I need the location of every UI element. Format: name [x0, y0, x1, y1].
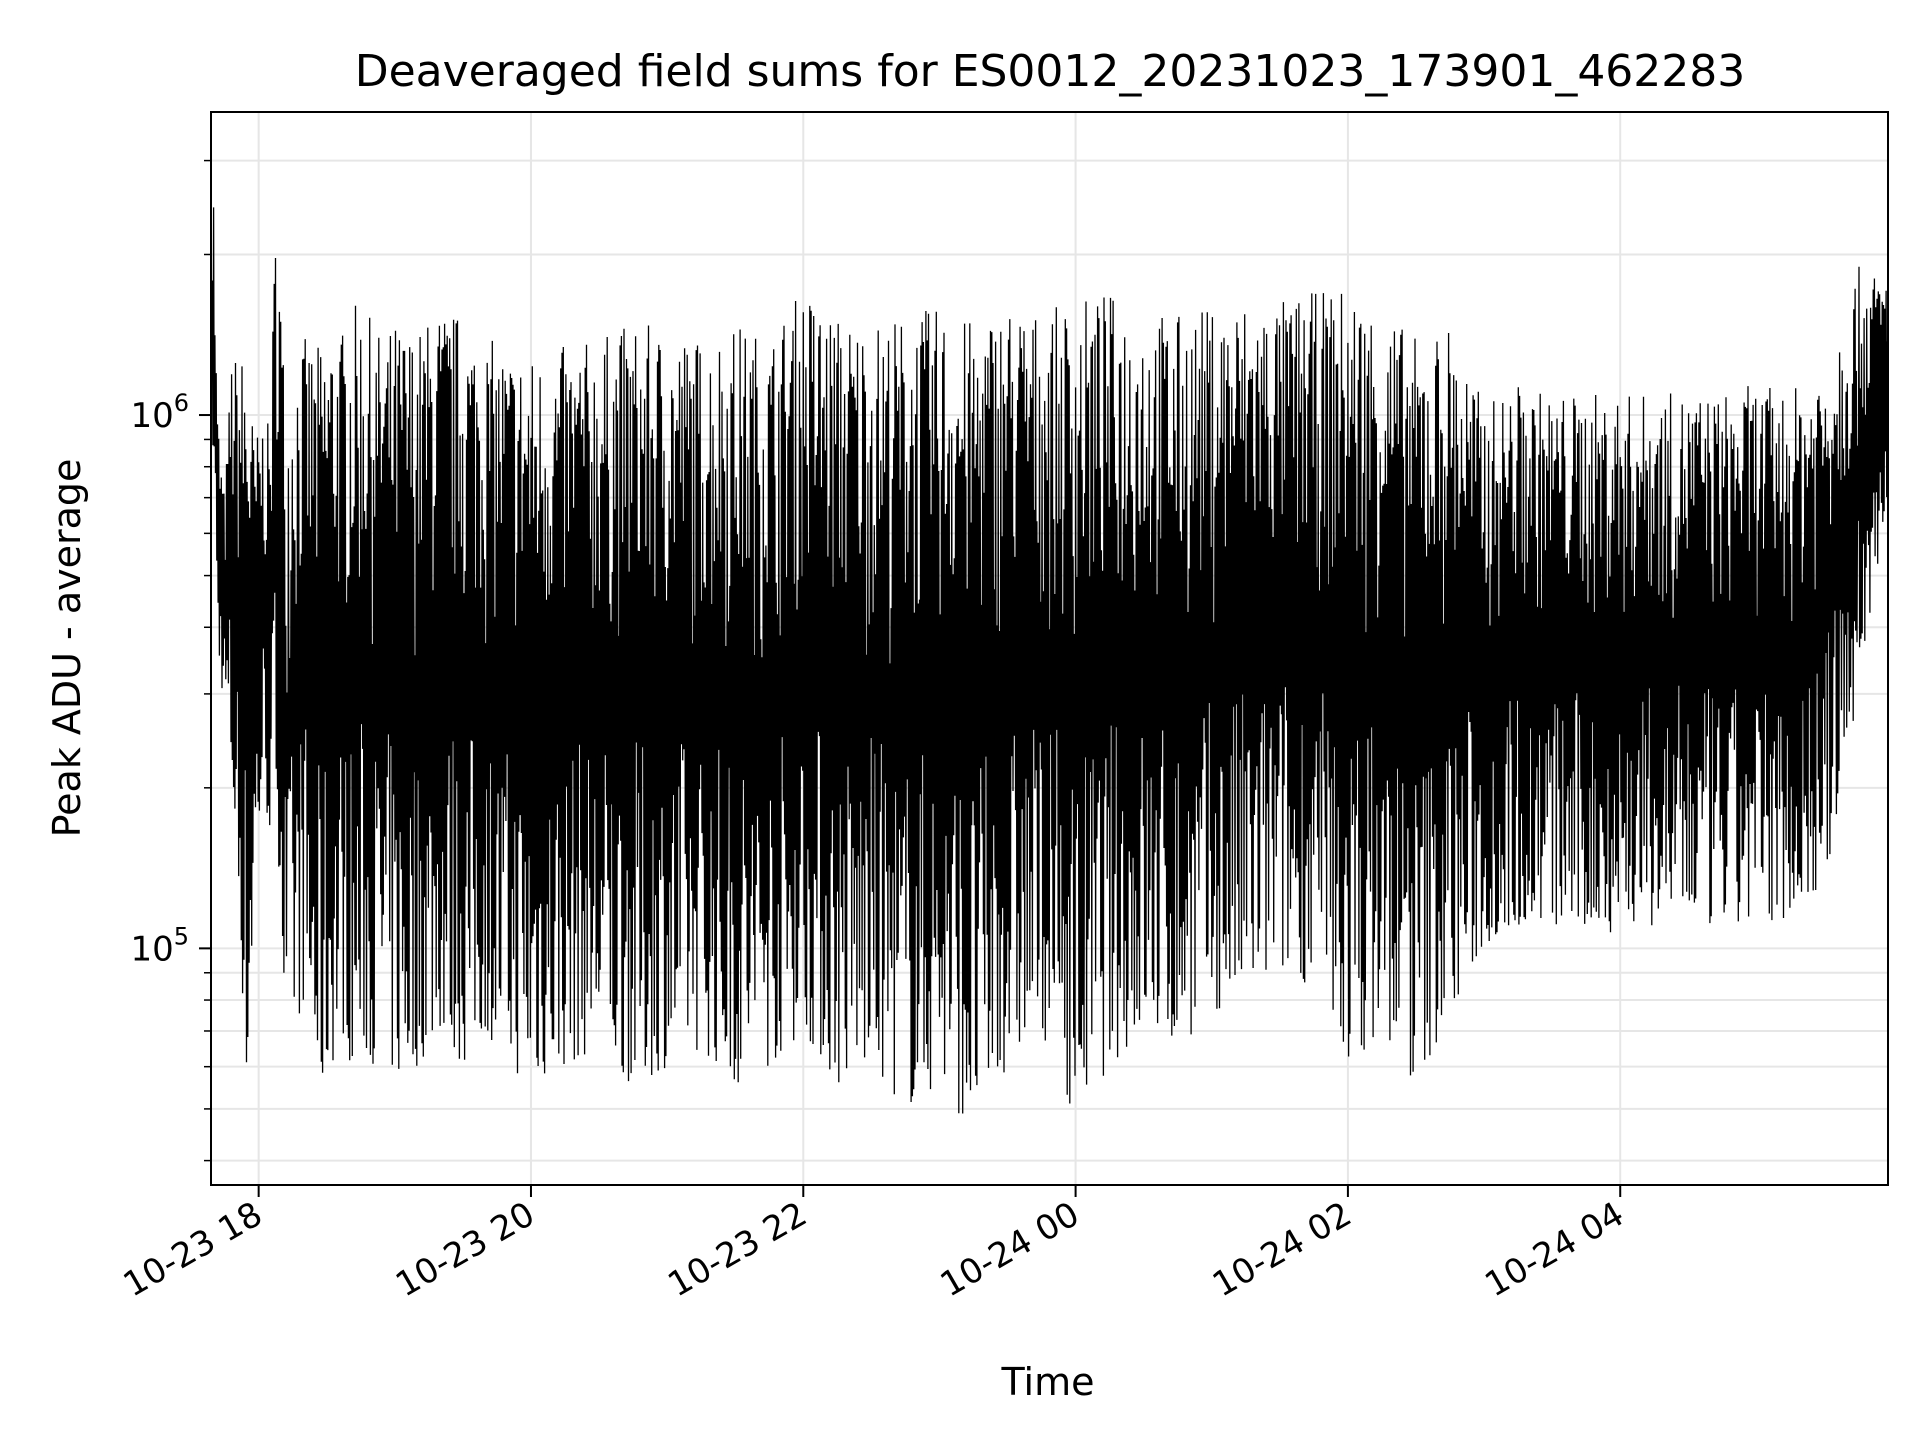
x-axis-label: Time — [1001, 1360, 1095, 1404]
axes-frame — [210, 111, 1889, 1186]
series-line — [210, 207, 1889, 1114]
y-tick-label: 106 — [130, 389, 189, 436]
y-tick-label-exponent: 6 — [174, 389, 189, 417]
y-tick-label-base: 10 — [130, 929, 173, 969]
y-tick-label: 105 — [130, 922, 189, 969]
y-tick-label-base: 10 — [130, 396, 173, 436]
chart-title: Deaveraged field sums for ES0012_2023102… — [355, 46, 1746, 97]
y-axis-label: Peak ADU - average — [45, 459, 89, 838]
y-tick-label-exponent: 5 — [174, 922, 189, 950]
data-series — [210, 207, 1889, 1114]
